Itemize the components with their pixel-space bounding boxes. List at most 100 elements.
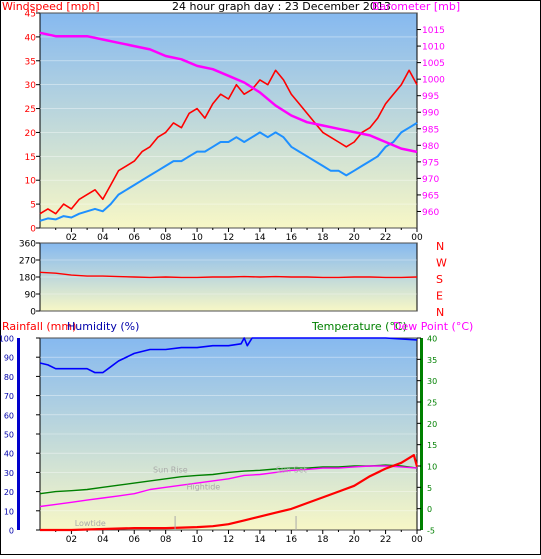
wind-axis-title: Windspeed [mph]: [2, 0, 100, 13]
temperature-axis-title: Temperature (°C): [311, 320, 407, 333]
x-tick-label: 08: [160, 535, 172, 545]
y-tick-label: 30: [25, 81, 37, 91]
event-annotation: Lowtide: [75, 519, 106, 528]
compass-label: W: [436, 257, 447, 270]
x-tick-label: 16: [286, 535, 298, 545]
series-rainfall-line: [40, 454, 419, 532]
y2-tick-label: 1010: [422, 43, 445, 53]
y-tick-label: 25: [25, 105, 36, 115]
x-tick-label: 12: [223, 233, 234, 243]
series-barometer-line: [39, 31, 418, 154]
y2-tick-label: 35: [427, 356, 437, 365]
y2-tick-label: 25: [427, 399, 437, 408]
y-tick-label: 40: [25, 33, 37, 43]
y-tick-label: 90: [4, 354, 14, 363]
series-humidity-line: [39, 337, 418, 374]
x-tick-label: 06: [129, 233, 141, 243]
y2-tick-label: 975: [422, 158, 439, 168]
y-tick-label: 30: [4, 469, 14, 478]
x-tick-label: 00: [411, 233, 423, 243]
y-tick-label: 20: [4, 488, 14, 497]
x-tick-label: 12: [223, 535, 234, 545]
humidity-axis-bar: [17, 338, 20, 530]
y-tick-label: 20: [25, 129, 37, 139]
x-tick-label: 08: [160, 233, 172, 243]
x-tick-label: 14: [254, 233, 266, 243]
compass-label: N: [436, 240, 444, 253]
y2-tick-label: 20: [427, 420, 437, 429]
series-dewpoint-line: [39, 465, 418, 508]
x-tick-label: 02: [66, 535, 77, 545]
compass-label: E: [436, 290, 443, 303]
humidity-axis-title: Humidity (%): [67, 320, 139, 333]
y-tick-label: 35: [25, 57, 36, 67]
y2-tick-label: 990: [422, 109, 439, 119]
y2-tick-label: 965: [422, 191, 439, 201]
y2-tick-label: 970: [422, 175, 439, 185]
x-tick-label: 18: [317, 535, 329, 545]
y-tick-label: 10: [25, 177, 37, 187]
chart-title: 24 hour graph day : 23 December 2013: [172, 0, 391, 13]
x-tick-label: 18: [317, 233, 329, 243]
x-tick-label: 20: [348, 535, 360, 545]
y2-tick-label: 1015: [422, 26, 445, 36]
compass-label: N: [436, 306, 444, 319]
direction-tick-label: 180: [19, 274, 36, 284]
y2-tick-label: 995: [422, 92, 439, 102]
y2-tick-label: 30: [427, 377, 437, 386]
x-tick-label: 22: [380, 535, 391, 545]
x-tick-label: 22: [380, 233, 391, 243]
y-tick-label: 0: [30, 225, 36, 235]
x-tick-label: 20: [348, 233, 360, 243]
x-tick-label: 04: [97, 535, 109, 545]
wind-panel-bg: [39, 12, 418, 229]
direction-tick-label: 360: [19, 240, 36, 250]
direction-tick-label: 270: [19, 257, 36, 267]
y-tick-label: 40: [4, 450, 14, 459]
rain-axis-title: Rainfall (mm): [2, 320, 76, 333]
y2-tick-label: 1000: [422, 76, 445, 86]
x-tick-label: 00: [411, 535, 423, 545]
event-annotation: Sun Set: [276, 465, 307, 474]
y-tick-label: 0: [9, 527, 14, 536]
series-temperature-line: [39, 464, 418, 495]
temperature-axis-bar: [420, 338, 423, 530]
series-average-line: [39, 122, 418, 222]
y2-tick-label: 10: [427, 463, 437, 472]
y-tick-label: 70: [4, 392, 14, 401]
direction-tick-label: 90: [25, 291, 37, 301]
series-direction-line: [39, 271, 418, 279]
x-tick-label: 04: [97, 233, 109, 243]
x-tick-label: 16: [286, 233, 298, 243]
y2-tick-label: 40: [427, 335, 437, 344]
x-tick-label: 10: [191, 535, 203, 545]
event-annotation: Hightide: [186, 483, 220, 492]
y-tick-label: 5: [30, 201, 36, 211]
series-gust-line: [39, 69, 418, 215]
y2-tick-label: 960: [422, 208, 439, 218]
x-tick-label: 10: [191, 233, 203, 243]
y2-tick-label: 980: [422, 142, 439, 152]
x-tick-label: 14: [254, 535, 266, 545]
y-tick-label: 15: [25, 153, 36, 163]
baro-axis-title: Barometer [mb]: [372, 0, 460, 13]
y2-tick-label: -5: [427, 527, 435, 536]
event-annotation: Sun Rise: [153, 465, 188, 474]
y2-tick-label: 5: [427, 484, 432, 493]
y2-tick-label: 1005: [422, 59, 445, 69]
direction-tick-label: 0: [30, 308, 36, 318]
y-tick-label: 50: [4, 431, 14, 440]
dewpoint-axis-title: Dew Point (°C): [393, 320, 473, 333]
y2-tick-label: 985: [422, 125, 439, 135]
y-tick-label: 80: [4, 373, 14, 382]
y2-tick-label: 0: [427, 505, 432, 514]
x-tick-label: 02: [66, 233, 77, 243]
x-tick-label: 06: [129, 535, 141, 545]
y-tick-label: 10: [4, 507, 14, 516]
y2-tick-label: 15: [427, 441, 437, 450]
y-tick-label: 45: [25, 10, 36, 20]
y-tick-label: 100: [0, 335, 14, 344]
compass-label: S: [436, 273, 443, 286]
